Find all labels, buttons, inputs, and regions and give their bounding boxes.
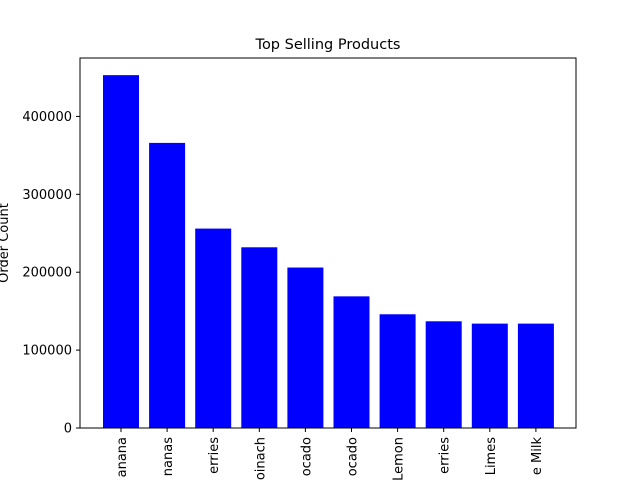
x-axis: anana nanas erries oinach ocado ocado Lemon err…	[115, 428, 545, 480]
x-tick-label-9: e Milk	[530, 437, 545, 476]
x-tick-label-1: nanas	[161, 437, 176, 476]
bars-group	[103, 75, 554, 428]
bar-0	[103, 75, 139, 428]
x-tick-label-6: Lemon	[392, 437, 407, 480]
bar-4	[287, 267, 324, 428]
x-tick-label-3: oinach	[253, 437, 268, 480]
bar-3	[241, 247, 278, 428]
y-tick-label-1: 100000	[22, 344, 72, 359]
bar-9	[517, 323, 554, 428]
y-tick-label-0: 0	[64, 422, 72, 437]
x-tick-label-7: erries	[438, 437, 453, 474]
x-tick-label-5: ocado	[346, 437, 361, 476]
chart-title: Top Selling Products	[255, 37, 401, 53]
y-tick-label-4: 400000	[22, 110, 72, 125]
y-tick-label-2: 200000	[22, 266, 72, 281]
bar-7	[425, 321, 462, 428]
x-tick-label-2: erries	[207, 437, 222, 474]
bar-6	[379, 314, 416, 428]
y-tick-label-3: 300000	[22, 188, 72, 203]
x-tick-label-0: anana	[115, 437, 130, 477]
bar-2	[195, 228, 232, 428]
bar-5	[333, 296, 370, 428]
bar-8	[471, 323, 508, 428]
plot-frame	[79, 57, 577, 429]
x-tick-label-4: ocado	[299, 437, 314, 476]
bar-1	[149, 142, 186, 428]
y-axis: 0 100000 200000 300000 400000	[22, 110, 80, 437]
y-axis-label: Order Count	[0, 203, 12, 283]
x-tick-label-8: Limes	[484, 437, 499, 476]
